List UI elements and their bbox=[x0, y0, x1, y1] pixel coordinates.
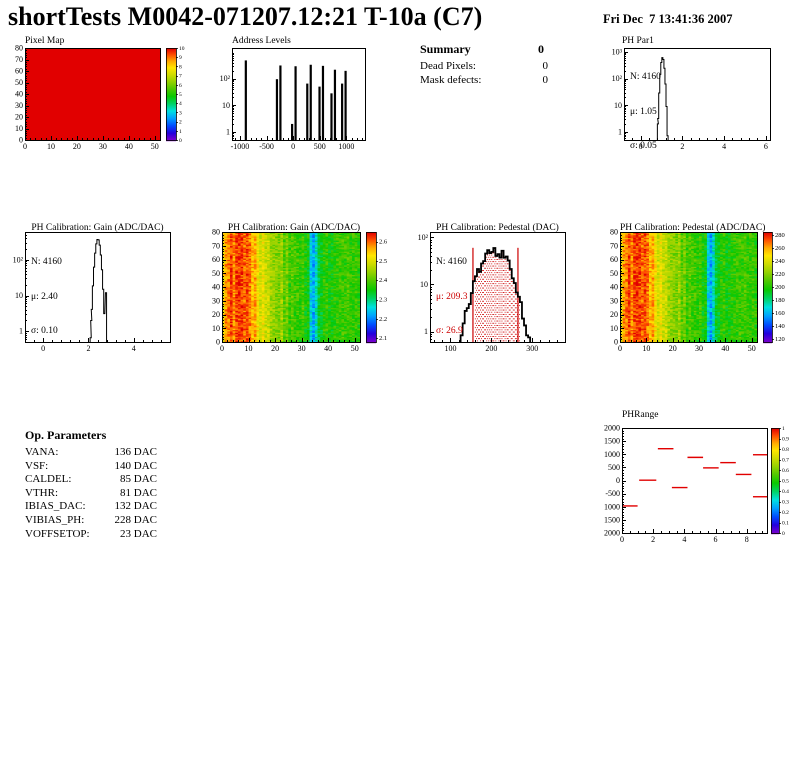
stat-entries: N: 4160 bbox=[31, 257, 62, 267]
summary-row-label: Mask defects: bbox=[420, 73, 482, 86]
address-levels-canvas bbox=[205, 36, 380, 162]
summary-row: Dead Pixels: 0 bbox=[420, 60, 548, 74]
summary-heading-value: 0 bbox=[538, 42, 544, 56]
pedestal-hist-title: PH Calibration: Pedestal (DAC) bbox=[436, 223, 559, 233]
ph-par1-panel: PH Par1 N: 4160 μ: 1.05 σ: 0.05 bbox=[598, 36, 796, 162]
ph-range-title: PHRange bbox=[622, 410, 659, 420]
pedestal-map-canvas bbox=[606, 222, 796, 358]
address-levels-panel: Address Levels bbox=[205, 36, 380, 162]
op-parameter-label: IBIAS_DAC: bbox=[25, 500, 86, 513]
op-parameter-label: VSF: bbox=[25, 459, 49, 472]
summary-row: Mask defects: 0 bbox=[420, 74, 548, 88]
op-parameter-label: VIBIAS_PH: bbox=[25, 513, 85, 526]
pedestal-hist-panel: PH Calibration: Pedestal (DAC) N: 4160 μ… bbox=[410, 222, 596, 358]
pixel-map-canvas bbox=[2, 36, 208, 162]
page-title: shortTests M0042-071207.12:21 T-10a (C7) bbox=[8, 2, 483, 31]
ph-range-panel: PHRange bbox=[596, 408, 796, 548]
summary-row-label: Dead Pixels: bbox=[420, 60, 476, 72]
gain-hist-stats: N: 4160 μ: 2.40 σ: 0.10 bbox=[31, 234, 62, 361]
op-parameter-label: VANA: bbox=[25, 446, 59, 458]
op-parameter-row: VANA: 136 DAC bbox=[25, 446, 157, 460]
op-parameter-row: CALDEL: 85 DAC bbox=[25, 473, 157, 487]
op-parameter-value: 23 DAC bbox=[120, 527, 157, 540]
stat-sigma: σ: 26.9 bbox=[436, 326, 463, 336]
summary-block: Summary 0 Dead Pixels: 0 Mask defects: 0 bbox=[420, 42, 548, 87]
op-parameter-row: VSF: 140 DAC bbox=[25, 460, 157, 474]
op-parameter-label: VTHR: bbox=[25, 486, 58, 499]
stat-sigma: σ: 0.05 bbox=[630, 141, 657, 151]
op-parameter-label: CALDEL: bbox=[25, 473, 72, 486]
summary-row-value: 0 bbox=[542, 60, 549, 72]
timestamp: Fri Dec 7 13:41:36 2007 bbox=[603, 12, 733, 26]
op-parameter-value: 81 DAC bbox=[120, 486, 157, 499]
op-parameter-row: VTHR: 81 DAC bbox=[25, 487, 157, 501]
stat-mean: μ: 1.05 bbox=[630, 106, 657, 117]
op-parameter-label: VOFFSETOP: bbox=[25, 527, 90, 540]
pixel-map-title: Pixel Map bbox=[25, 36, 65, 46]
op-parameter-value: 132 DAC bbox=[114, 500, 157, 513]
summary-row-value: 0 bbox=[542, 73, 549, 86]
gain-map-title: PH Calibration: Gain (ADC/DAC) bbox=[227, 223, 361, 233]
pedestal-hist-stats: N: 4160 μ: 209.3 σ: 26.9 bbox=[436, 234, 467, 361]
stat-mean: μ: 209.3 bbox=[436, 291, 468, 302]
gain-hist-title: PH Calibration: Gain (ADC/DAC) bbox=[31, 223, 164, 233]
op-parameters-heading: Op. Parameters bbox=[25, 428, 107, 442]
stat-sigma: σ: 0.10 bbox=[31, 326, 58, 336]
pedestal-map-title: PH Calibration: Pedestal (ADC/DAC) bbox=[620, 223, 766, 233]
stat-mean: μ: 2.40 bbox=[31, 291, 58, 302]
op-parameter-value: 136 DAC bbox=[114, 446, 157, 458]
op-parameter-value: 85 DAC bbox=[120, 473, 157, 486]
op-parameter-value: 140 DAC bbox=[114, 459, 157, 472]
address-levels-title: Address Levels bbox=[232, 36, 291, 46]
op-parameter-row: IBIAS_DAC: 132 DAC bbox=[25, 500, 157, 514]
stat-entries: N: 4160 bbox=[436, 257, 467, 267]
op-parameter-value: 228 DAC bbox=[114, 513, 157, 526]
ph-par1-title: PH Par1 bbox=[622, 36, 654, 46]
pedestal-map-panel: PH Calibration: Pedestal (ADC/DAC) bbox=[606, 222, 796, 358]
pixel-map-panel: Pixel Map bbox=[2, 36, 208, 162]
gain-map-canvas bbox=[208, 222, 396, 358]
ph-par1-canvas bbox=[598, 36, 796, 162]
ph-range-canvas bbox=[596, 408, 796, 548]
pedestal-hist-canvas bbox=[410, 222, 596, 358]
op-parameters-block: Op. Parameters VANA: 136 DAC VSF: 140 DA… bbox=[25, 428, 157, 541]
op-parameter-row: VOFFSETOP: 23 DAC bbox=[25, 528, 157, 542]
summary-heading: Summary bbox=[420, 42, 471, 56]
gain-map-panel: PH Calibration: Gain (ADC/DAC) bbox=[208, 222, 396, 358]
stat-entries: N: 4160 bbox=[630, 72, 661, 82]
gain-hist-panel: PH Calibration: Gain (ADC/DAC) N: 4160 μ… bbox=[0, 222, 204, 358]
op-parameter-row: VIBIAS_PH: 228 DAC bbox=[25, 514, 157, 528]
gain-hist-canvas bbox=[0, 222, 204, 358]
ph-par1-stats: N: 4160 μ: 1.05 σ: 0.05 bbox=[630, 49, 661, 176]
